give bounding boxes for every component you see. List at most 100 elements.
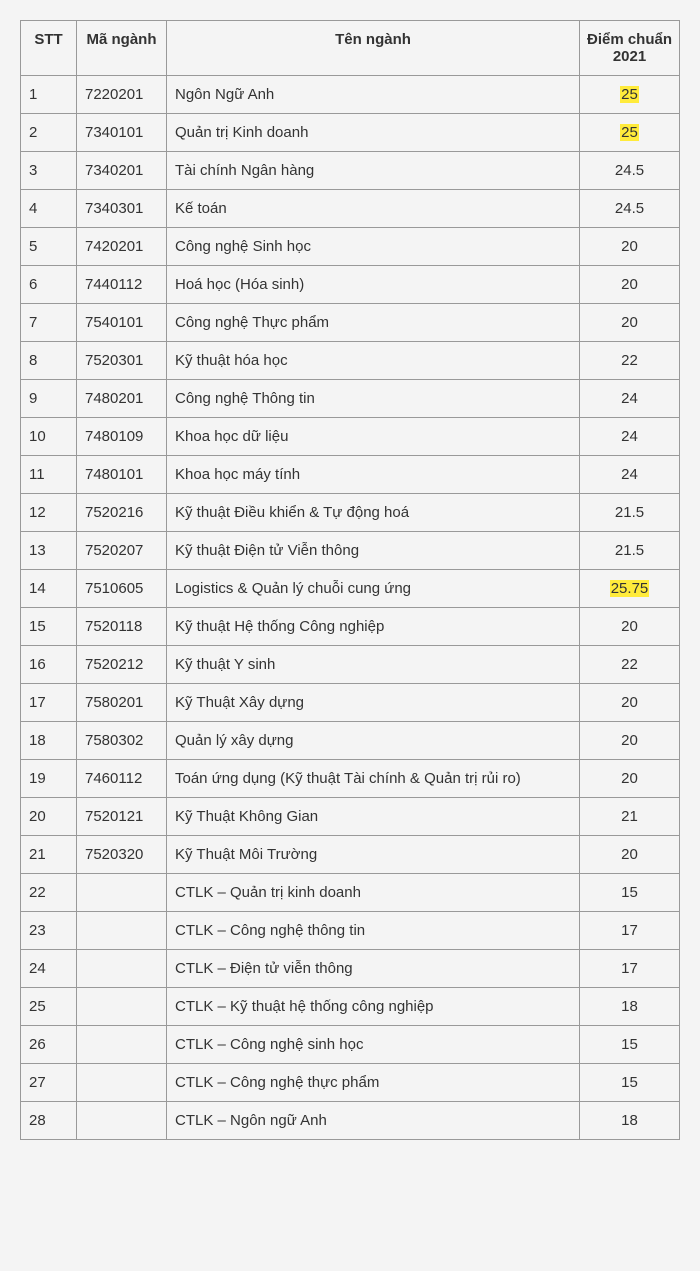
header-code: Mã ngành <box>77 21 167 76</box>
table-row: 77540101Công nghệ Thực phẩm20 <box>21 304 680 342</box>
table-row: 22CTLK – Quản trị kinh doanh15 <box>21 874 680 912</box>
table-row: 27CTLK – Công nghệ thực phẩm15 <box>21 1064 680 1102</box>
cell-name: Tài chính Ngân hàng <box>167 152 580 190</box>
cell-name: Hoá học (Hóa sinh) <box>167 266 580 304</box>
cell-code: 7520118 <box>77 608 167 646</box>
table-row: 127520216Kỹ thuật Điều khiển & Tự động h… <box>21 494 680 532</box>
cell-name: Kỹ thuật Điều khiển & Tự động hoá <box>167 494 580 532</box>
cell-code: 7540101 <box>77 304 167 342</box>
header-stt: STT <box>21 21 77 76</box>
cell-name: Logistics & Quản lý chuỗi cung ứng <box>167 570 580 608</box>
table-row: 117480101Khoa học máy tính24 <box>21 456 680 494</box>
cell-stt: 9 <box>21 380 77 418</box>
cell-code <box>77 988 167 1026</box>
cell-score: 17 <box>580 912 680 950</box>
cell-stt: 4 <box>21 190 77 228</box>
table-row: 107480109Khoa học dữ liệu24 <box>21 418 680 456</box>
cell-code: 7520212 <box>77 646 167 684</box>
cell-name: Ngôn Ngữ Anh <box>167 76 580 114</box>
cell-code: 7520301 <box>77 342 167 380</box>
cell-score: 20 <box>580 836 680 874</box>
score-highlight: 25.75 <box>610 580 650 597</box>
cell-stt: 20 <box>21 798 77 836</box>
table-row: 57420201Công nghệ Sinh học20 <box>21 228 680 266</box>
cell-code: 7460112 <box>77 760 167 798</box>
cell-score: 20 <box>580 266 680 304</box>
cell-code: 7580302 <box>77 722 167 760</box>
table-row: 24CTLK – Điện tử viễn thông17 <box>21 950 680 988</box>
table-row: 67440112Hoá học (Hóa sinh)20 <box>21 266 680 304</box>
cell-score: 15 <box>580 874 680 912</box>
cell-stt: 23 <box>21 912 77 950</box>
cell-score: 21.5 <box>580 494 680 532</box>
cell-score: 20 <box>580 722 680 760</box>
cell-name: Kỹ thuật Y sinh <box>167 646 580 684</box>
cell-score: 20 <box>580 684 680 722</box>
cell-name: Công nghệ Thông tin <box>167 380 580 418</box>
cell-stt: 13 <box>21 532 77 570</box>
table-row: 23 CTLK – Công nghệ thông tin17 <box>21 912 680 950</box>
cell-stt: 11 <box>21 456 77 494</box>
table-row: 97480201Công nghệ Thông tin24 <box>21 380 680 418</box>
cell-score: 20 <box>580 608 680 646</box>
cell-code <box>77 1064 167 1102</box>
cell-code <box>77 950 167 988</box>
cell-name: CTLK – Công nghệ thông tin <box>167 912 580 950</box>
cell-stt: 8 <box>21 342 77 380</box>
table-row: 217520320Kỹ Thuật Môi Trường20 <box>21 836 680 874</box>
table-row: 25CTLK – Kỹ thuật hệ thống công nghiệp18 <box>21 988 680 1026</box>
table-row: 137520207Kỹ thuật Điện tử Viễn thông21.5 <box>21 532 680 570</box>
cell-stt: 6 <box>21 266 77 304</box>
table-row: 207520121Kỹ Thuật Không Gian21 <box>21 798 680 836</box>
cell-stt: 16 <box>21 646 77 684</box>
cell-code: 7440112 <box>77 266 167 304</box>
cell-score: 20 <box>580 228 680 266</box>
cell-score: 20 <box>580 304 680 342</box>
cell-stt: 18 <box>21 722 77 760</box>
cell-name: Công nghệ Thực phẩm <box>167 304 580 342</box>
cell-name: Kỹ thuật Hệ thống Công nghiệp <box>167 608 580 646</box>
cell-code: 7520320 <box>77 836 167 874</box>
admission-scores-table: STT Mã ngành Tên ngành Điểm chuẩn 2021 1… <box>20 20 680 1140</box>
table-row: 177580201Kỹ Thuật Xây dựng20 <box>21 684 680 722</box>
cell-stt: 22 <box>21 874 77 912</box>
cell-code: 7340301 <box>77 190 167 228</box>
cell-name: Kỹ Thuật Môi Trường <box>167 836 580 874</box>
cell-name: Kỹ thuật hóa học <box>167 342 580 380</box>
cell-stt: 12 <box>21 494 77 532</box>
cell-code: 7340101 <box>77 114 167 152</box>
cell-code: 7510605 <box>77 570 167 608</box>
cell-code: 7580201 <box>77 684 167 722</box>
cell-stt: 28 <box>21 1102 77 1140</box>
table-row: 28CTLK – Ngôn ngữ Anh18 <box>21 1102 680 1140</box>
cell-score: 22 <box>580 646 680 684</box>
table-row: 187580302Quản lý xây dựng20 <box>21 722 680 760</box>
cell-code <box>77 1102 167 1140</box>
table-row: 37340201Tài chính Ngân hàng24.5 <box>21 152 680 190</box>
cell-stt: 21 <box>21 836 77 874</box>
cell-stt: 14 <box>21 570 77 608</box>
table-body: 17220201Ngôn Ngữ Anh2527340101Quản trị K… <box>21 76 680 1140</box>
header-score: Điểm chuẩn 2021 <box>580 21 680 76</box>
cell-code: 7480201 <box>77 380 167 418</box>
table-row: 17220201Ngôn Ngữ Anh25 <box>21 76 680 114</box>
cell-code <box>77 912 167 950</box>
cell-code: 7420201 <box>77 228 167 266</box>
cell-code <box>77 874 167 912</box>
cell-score: 18 <box>580 988 680 1026</box>
cell-stt: 17 <box>21 684 77 722</box>
cell-code: 7220201 <box>77 76 167 114</box>
cell-score: 25 <box>580 114 680 152</box>
cell-stt: 7 <box>21 304 77 342</box>
cell-name: CTLK – Điện tử viễn thông <box>167 950 580 988</box>
cell-stt: 1 <box>21 76 77 114</box>
cell-score: 15 <box>580 1026 680 1064</box>
cell-code: 7520207 <box>77 532 167 570</box>
cell-code: 7480109 <box>77 418 167 456</box>
cell-name: Công nghệ Sinh học <box>167 228 580 266</box>
cell-name: Quản trị Kinh doanh <box>167 114 580 152</box>
cell-code: 7520121 <box>77 798 167 836</box>
cell-score: 25.75 <box>580 570 680 608</box>
cell-stt: 19 <box>21 760 77 798</box>
cell-stt: 26 <box>21 1026 77 1064</box>
